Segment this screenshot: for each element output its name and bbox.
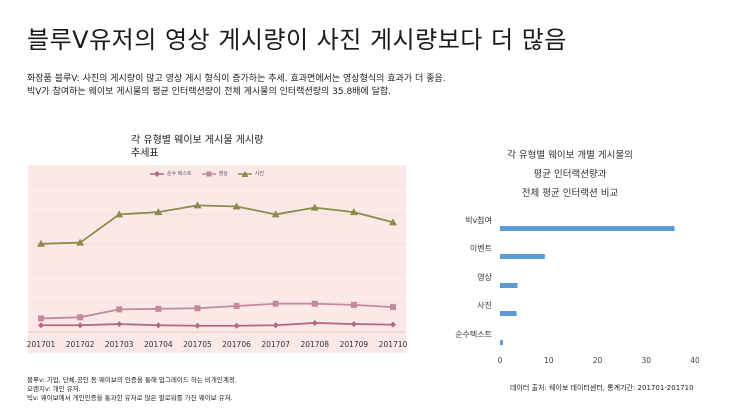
x-tick-label: 0 — [498, 356, 503, 365]
left-footnote: 블루v: 기업, 단체,공인 등 웨이보의 인증을 통해 업그레이드 하는 비개… — [27, 376, 237, 403]
line-chart-title-line-1: 각 유형별 웨이보 게시물 게시량 — [131, 135, 264, 146]
description-line-2: 빅V가 참여하는 웨이보 게시물의 평균 인터랙션량이 전체 게시물의 인터랙션… — [27, 87, 392, 97]
x-tick-label: 40 — [690, 356, 700, 365]
x-tick-label: 30 — [641, 356, 651, 365]
footnote-bluev: 블루v: 기업, 단체,공인 등 웨이보의 인증을 통해 업그레이드 하는 비개… — [27, 376, 237, 384]
bar — [500, 283, 518, 288]
legend-item-video: 영상 — [201, 170, 228, 177]
line-chart-title: 각 유형별 웨이보 게시물 게시량 추세표 — [131, 134, 263, 160]
bar-chart-title-line-3: 전체 평균 인터랙션 비교 — [521, 188, 619, 199]
data-source-note: 데이터 출처: 웨이보 데이터센터, 통계기간: 201701-201710 — [510, 384, 694, 392]
footnote-orangev: 오렌지v: 개인 유저. — [27, 385, 81, 393]
bar — [500, 311, 517, 316]
footnote-bigv: 빅v: 웨이보에서 개인인증을 통과한 유저로 많은 팔로워를 가진 웨이보 유… — [27, 394, 233, 402]
description-line-1: 화장품 블루V: 사진의 게시량이 많고 영상 게시 형식이 증가하는 추세. … — [27, 74, 446, 84]
bar-chart-title-line-1: 각 유형별 웨이보 개별 게시물의 — [507, 150, 633, 161]
category-label: 영상 — [477, 272, 492, 282]
category-label: 사진 — [477, 300, 492, 310]
bar — [500, 340, 503, 345]
x-tick-label: 20 — [593, 356, 603, 365]
bar — [500, 226, 675, 231]
bar — [500, 254, 545, 259]
category-label: 이벤트 — [470, 243, 492, 253]
page-title: 블루V유저의 영상 게시량이 사진 게시량보다 더 많음 — [27, 26, 567, 54]
category-label: 순수텍스트 — [455, 329, 492, 339]
legend-label-video: 영상 — [218, 171, 228, 177]
legend-label-photo: 사진 — [254, 171, 264, 177]
description: 화장품 블루V: 사진의 게시량이 많고 영상 게시 형식이 증가하는 추세. … — [27, 73, 727, 99]
line-chart-legend: 순수 텍스트 영상 사진 — [150, 170, 264, 177]
bar-chart-title: 각 유형별 웨이보 개별 게시물의 평균 인터랙션량과 전체 평균 인터랙션 비… — [500, 146, 640, 203]
line-chart-background — [28, 165, 406, 353]
line-chart-title-line-2: 추세표 — [131, 148, 159, 159]
category-label: 빅v참여 — [465, 215, 492, 225]
legend-item-text: 순수 텍스트 — [150, 170, 192, 177]
legend-item-photo: 사진 — [237, 170, 264, 177]
x-tick-label: 10 — [544, 356, 554, 365]
legend-label-text: 순수 텍스트 — [167, 171, 192, 177]
bar-chart-title-line-2: 평균 인터랙션량과 — [533, 169, 607, 180]
